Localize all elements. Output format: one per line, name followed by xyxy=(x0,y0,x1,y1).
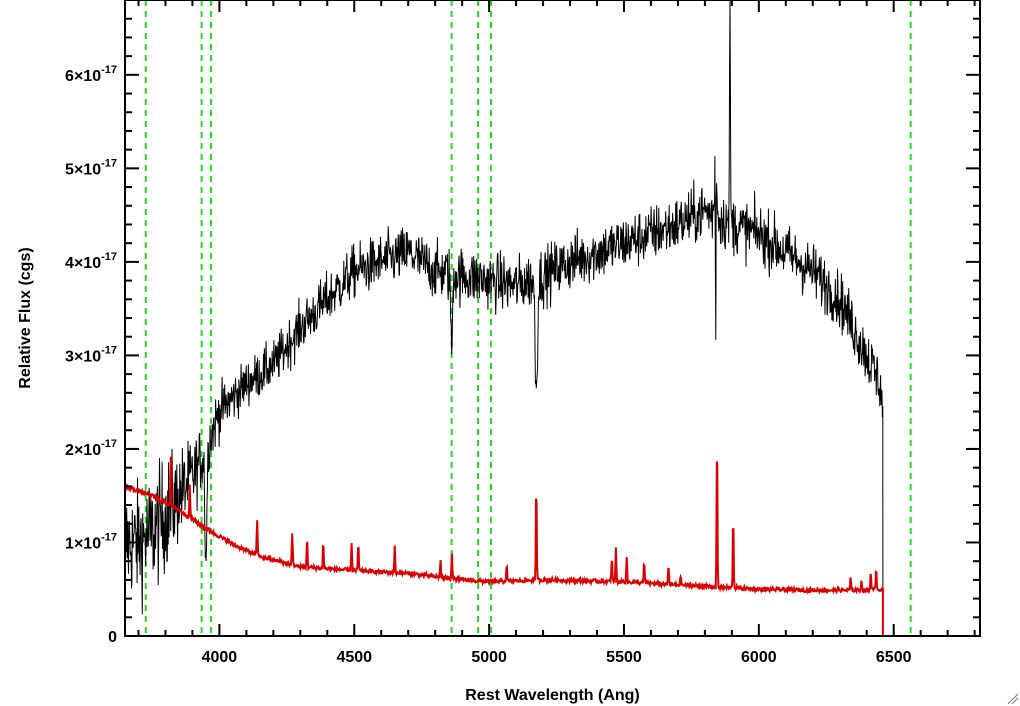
y-tick-label: 0 xyxy=(108,629,117,646)
x-tick-label: 4000 xyxy=(202,649,238,666)
x-tick-label: 5500 xyxy=(606,649,642,666)
reference-lines xyxy=(144,0,912,636)
x-tick-label: 6000 xyxy=(741,649,777,666)
y-tick-label: 4×10-17 xyxy=(65,251,117,272)
y-tick-label: 6×10-17 xyxy=(65,64,117,85)
y-tick-exponent: -17 xyxy=(101,531,117,543)
y-tick-label: 1×10-17 xyxy=(65,531,117,552)
y-tick-mantissa: 5×10 xyxy=(65,161,101,178)
y-tick-label: 5×10-17 xyxy=(65,157,117,178)
resize-grip-icon[interactable] xyxy=(1006,692,1018,704)
y-tick-exponent: -17 xyxy=(101,157,117,169)
y-axis-title: Relative Flux (cgs) xyxy=(17,247,34,388)
series-group xyxy=(124,0,980,637)
y-tick-exponent: -17 xyxy=(101,64,117,76)
x-tick-label: 4500 xyxy=(336,649,372,666)
y-tick-label: 3×10-17 xyxy=(65,344,117,365)
y-tick-mantissa: 2×10 xyxy=(65,442,101,459)
y-tick-exponent: -17 xyxy=(101,438,117,450)
y-tick-mantissa: 4×10 xyxy=(65,255,101,272)
model-spectrum-line xyxy=(124,456,980,637)
y-tick-mantissa: 6×10 xyxy=(65,68,101,85)
x-tick-label: 6500 xyxy=(876,649,912,666)
y-tick-mantissa: 3×10 xyxy=(65,348,101,365)
y-tick-mantissa: 0 xyxy=(108,629,117,646)
x-axis-title: Rest Wavelength (Ang) xyxy=(465,687,640,704)
y-tick-exponent: -17 xyxy=(101,344,117,356)
observed-spectrum-line xyxy=(124,0,884,637)
x-tick-label: 5000 xyxy=(471,649,507,666)
y-tick-exponent: -17 xyxy=(101,251,117,263)
y-tick-label: 2×10-17 xyxy=(65,438,117,459)
axis-ticks: 4000 4500 5000 5500 6000 650001×10-172×10-173… xyxy=(65,0,980,666)
y-tick-mantissa: 1×10 xyxy=(65,535,101,552)
